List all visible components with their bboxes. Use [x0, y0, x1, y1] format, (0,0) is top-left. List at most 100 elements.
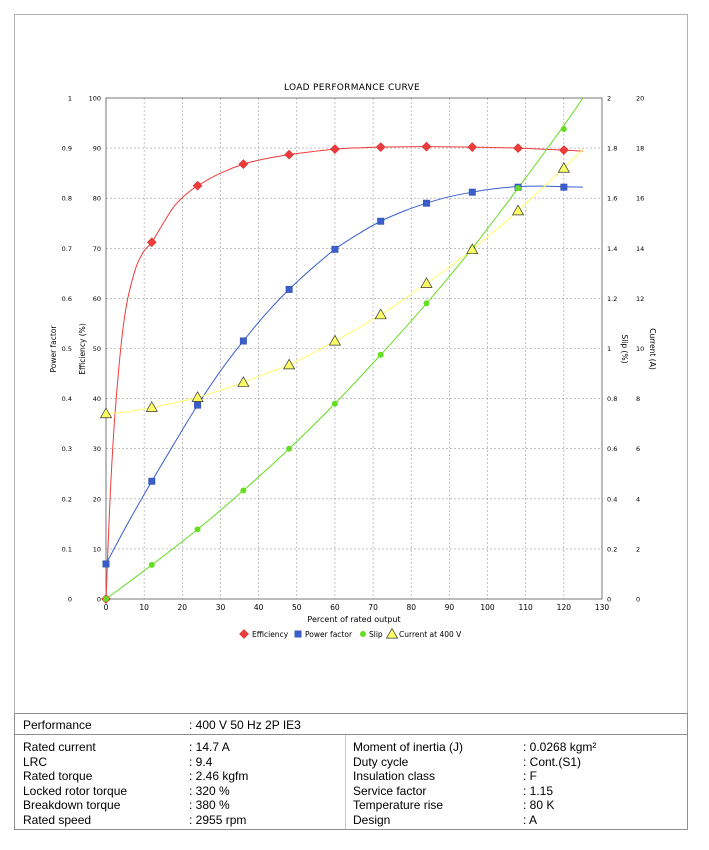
legend-label-slip: Slip [369, 630, 383, 639]
legend-marker-efficiency [239, 629, 249, 639]
point-power-factor [102, 560, 110, 568]
spec-left-value: : 14.7 A [189, 740, 230, 754]
spec-right-value: : 1.15 [523, 783, 554, 798]
spec-left-value: : 320 % [189, 783, 230, 798]
curve-power-factor [105, 185, 583, 565]
y-tick-label-current: 16 [636, 195, 644, 203]
performance-row: Performance : 400 V 50 Hz 2P IE3 [15, 714, 687, 735]
x-tick-label: 110 [519, 603, 534, 612]
x-tick-label: 40 [254, 603, 264, 612]
y-tick-label-current: 14 [636, 245, 644, 253]
y-axis-label-slip: Slip (%) [620, 334, 629, 363]
y-tick-label-efficiency: 100 [89, 95, 101, 103]
spec-right-label: Insulation class [353, 769, 436, 783]
x-tick-label: 60 [330, 603, 340, 612]
point-current-at-400-v [237, 376, 250, 387]
y-tick-label-power-factor: 0.4 [62, 395, 72, 403]
point-efficiency [146, 237, 157, 248]
x-tick-label: 90 [445, 603, 455, 612]
x-tick-label: 130 [595, 603, 610, 612]
point-efficiency [192, 180, 203, 191]
legend-marker-current-at-400-v [385, 627, 399, 639]
point-efficiency [329, 144, 340, 155]
performance-value: : 400 V 50 Hz 2P IE3 [189, 718, 301, 732]
point-efficiency [375, 142, 386, 153]
y-tick-label-slip: 0.4 [607, 495, 617, 503]
load-performance-chart: LOAD PERFORMANCE CURVE 0 10 20 30 40 50 60 70 80… [49, 83, 657, 639]
legend-label-power-factor: Power factor [305, 630, 353, 639]
curve-efficiency [105, 146, 583, 600]
point-efficiency [238, 159, 249, 170]
x-axis-label: Percent of rated output [307, 615, 400, 624]
point-power-factor [194, 401, 202, 409]
y-tick-label-slip: 1 [607, 345, 611, 353]
markers [99, 126, 570, 604]
x-tick-label: 100 [480, 603, 495, 612]
legend-label-current-at-400-v: Current at 400 V [399, 630, 462, 639]
y-tick-label-efficiency: 90 [93, 145, 101, 153]
point-current-at-400-v [511, 204, 525, 216]
y-tick-label-efficiency: 10 [93, 545, 101, 553]
y-tick-label-slip: 1.4 [607, 245, 617, 253]
y-tick-label-power-factor: 0.9 [62, 145, 72, 153]
point-slip [377, 351, 384, 358]
performance-label: Performance [23, 718, 92, 732]
y-tick-label-power-factor: 0.6 [62, 295, 72, 303]
legend-marker-slip [360, 631, 366, 637]
spec-left-value: : 9.4 [189, 754, 213, 769]
point-slip [286, 445, 293, 452]
point-current-at-400-v [420, 277, 433, 288]
y-tick-label-slip: 0 [607, 596, 611, 604]
y-axis-label-power-factor: Power factor [49, 325, 58, 373]
y-tick-label-current: 8 [636, 395, 640, 403]
point-efficiency [558, 145, 569, 156]
spec-divider [345, 735, 346, 829]
point-power-factor [468, 188, 476, 196]
point-slip [331, 400, 338, 407]
point-slip [148, 561, 155, 568]
point-slip [515, 185, 522, 192]
x-tick-label: 30 [216, 603, 226, 612]
point-slip [423, 300, 430, 307]
point-power-factor [377, 217, 385, 225]
x-tick-label: 120 [557, 603, 572, 612]
spec-right-value: : Cont.(S1) [523, 754, 582, 769]
y-axis-label-efficiency: Efficiency (%) [78, 323, 87, 375]
spec-right-label: Moment of inertia (J) [353, 740, 464, 754]
point-efficiency [284, 149, 295, 160]
point-efficiency [513, 143, 524, 154]
point-power-factor [239, 337, 247, 345]
chart-title: LOAD PERFORMANCE CURVE [284, 83, 420, 93]
legend: Efficiency Power factor Slip Current at 400… [239, 627, 462, 639]
y-tick-label-current: 10 [636, 345, 644, 353]
x-tick-label: 50 [292, 603, 302, 612]
spec-left-value: : 2.46 kgfm [189, 769, 249, 783]
y-tick-label-power-factor: 1 [68, 95, 72, 103]
y-axis-label-current: Current (A) [648, 328, 657, 370]
y-tick-label-slip: 1.2 [607, 295, 617, 303]
y-tick-label-power-factor: 0.3 [62, 445, 72, 453]
point-current-at-400-v [191, 391, 204, 402]
point-current-at-400-v [99, 407, 113, 419]
spec-left-label: Locked rotor torque [23, 783, 128, 798]
y-tick-label-slip: 0.2 [607, 545, 617, 553]
spec-left-label: Breakdown torque [23, 798, 121, 812]
point-slip [194, 526, 201, 533]
y-tick-label-slip: 1.6 [607, 195, 617, 203]
curve-current-at-400-v [105, 148, 584, 415]
point-power-factor [331, 245, 339, 253]
y-tick-label-slip: 0.8 [607, 395, 617, 403]
y-tick-label-current: 20 [636, 95, 644, 103]
y-tick-label-power-factor: 0.1 [62, 545, 72, 553]
y-tick-label-power-factor: 0.5 [62, 345, 72, 353]
y-tick-label-current: 6 [636, 445, 640, 453]
y-tick-label-efficiency: 40 [93, 395, 101, 403]
y-tick-label-power-factor: 0 [68, 596, 72, 604]
spec-right-value: : A [523, 812, 538, 827]
spec-right-value: : F [523, 769, 537, 783]
y-tick-label-efficiency: 50 [93, 345, 101, 353]
y-tick-label-slip: 0.6 [607, 445, 617, 453]
spec-right-label: Service factor [353, 783, 427, 798]
point-current-at-400-v [145, 401, 158, 412]
y-tick-label-efficiency: 30 [93, 445, 101, 453]
